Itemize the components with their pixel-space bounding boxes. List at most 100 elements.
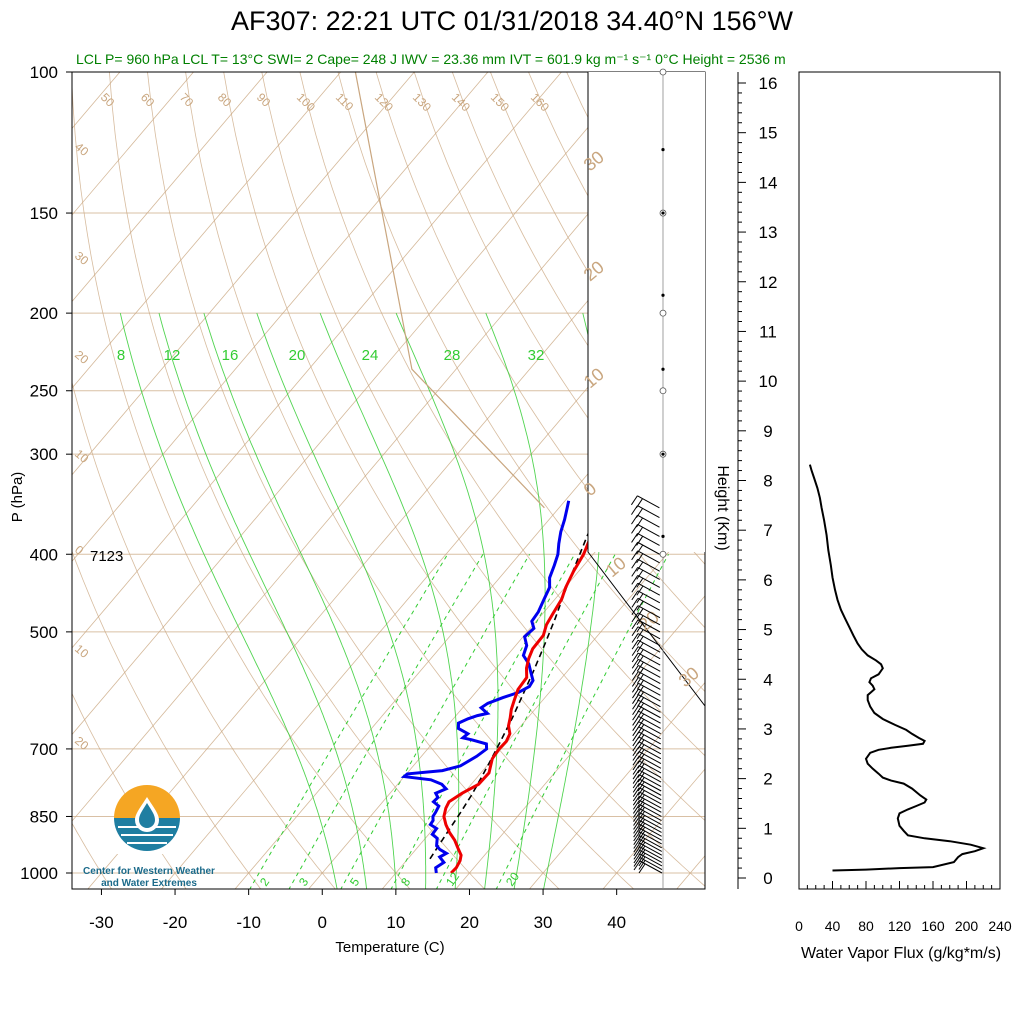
isotherm-line bbox=[72, 72, 489, 562]
dry-adiabat-label: 60 bbox=[138, 90, 158, 110]
wind-barb bbox=[632, 760, 662, 774]
temperature-tick-label: -20 bbox=[163, 913, 188, 932]
flux-tick-label: 0 bbox=[795, 918, 803, 934]
flux-tick-label: 200 bbox=[955, 918, 979, 934]
wind-barb bbox=[631, 582, 661, 596]
dry-adiabat-line bbox=[72, 380, 336, 889]
temperature-tick-label: 10 bbox=[386, 913, 405, 932]
calm-wind-marker bbox=[659, 309, 667, 317]
dry-adiabat-label: 80 bbox=[215, 90, 235, 110]
skew-t-profiles bbox=[400, 500, 609, 875]
flux-axis-label: Water Vapor Flux (g/kg*m/s) bbox=[801, 945, 1001, 962]
wind-dot-marker bbox=[661, 293, 665, 297]
isotherm-label-left: 10 bbox=[72, 447, 91, 467]
height-tick-label: 14 bbox=[759, 173, 778, 192]
wind-dot-marker bbox=[661, 211, 665, 215]
moist-adiabat-label: 16 bbox=[222, 347, 239, 364]
wind-barb bbox=[633, 820, 662, 833]
dewpoint-line bbox=[400, 500, 571, 874]
wind-barb bbox=[632, 731, 661, 745]
mixing-ratio-line bbox=[288, 554, 484, 889]
isotherm-line bbox=[750, 72, 1024, 890]
dry-adiabat-line bbox=[72, 692, 187, 889]
isotherm-line bbox=[455, 595, 705, 889]
wind-barb bbox=[633, 827, 662, 841]
moist-adiabat-line bbox=[256, 312, 427, 889]
wind-barb bbox=[631, 541, 660, 555]
height-tick-label: 5 bbox=[763, 621, 772, 640]
pressure-tick-label: 150 bbox=[30, 204, 58, 223]
dry-adiabat-label: 120 bbox=[372, 90, 396, 114]
height-tick-label: 11 bbox=[759, 322, 777, 341]
wind-barb bbox=[631, 597, 661, 611]
calm-wind-marker bbox=[659, 68, 667, 76]
wind-barb bbox=[632, 769, 662, 783]
flux-tick-label: 40 bbox=[825, 918, 841, 934]
pressure-tick-label: 850 bbox=[30, 807, 58, 826]
height-tick-label: 8 bbox=[763, 472, 772, 491]
wind-barb bbox=[632, 774, 662, 788]
moist-adiabat-label: 28 bbox=[444, 347, 461, 364]
flux-tick-label: 160 bbox=[921, 918, 945, 934]
wind-barb bbox=[632, 804, 662, 817]
dry-adiabat-line bbox=[147, 72, 560, 889]
pressure-tick-label: 1000 bbox=[20, 864, 58, 883]
water-vapor-flux-panel: 0 40 80 120 160 200 240 Water Vapor Flux (g/kg*… bbox=[795, 71, 1012, 962]
mixing-ratio-line bbox=[495, 554, 669, 889]
wind-barb bbox=[631, 671, 661, 684]
wind-barb bbox=[630, 495, 660, 509]
mixing-ratio-label: 12 bbox=[443, 869, 462, 888]
barb-mask bbox=[588, 72, 705, 552]
height-tick-label: 0 bbox=[763, 869, 772, 888]
wind-barb bbox=[631, 652, 661, 666]
height-tick-label: 10 bbox=[759, 372, 778, 391]
isotherm-line bbox=[72, 72, 562, 649]
dry-adiabat-line bbox=[185, 72, 635, 889]
wind-barb bbox=[632, 721, 661, 735]
wind-barb bbox=[632, 716, 661, 729]
wind-barb bbox=[632, 791, 662, 805]
dry-adiabat-line bbox=[72, 550, 262, 889]
wind-barb bbox=[632, 710, 661, 724]
moist-adiabat-line bbox=[158, 312, 368, 889]
dry-adiabat-line bbox=[375, 72, 705, 629]
dry-adiabat-line bbox=[413, 72, 705, 565]
wind-barb bbox=[631, 514, 660, 528]
wind-barb bbox=[631, 566, 660, 580]
page-title: AF307: 22:21 UTC 01/31/2018 34.40°N 156°… bbox=[231, 6, 793, 36]
mixing-ratio-line bbox=[435, 554, 616, 889]
moist-adiabat-label: 32 bbox=[528, 347, 545, 364]
calm-wind-marker bbox=[659, 550, 667, 558]
dry-adiabat-label: 50 bbox=[98, 90, 118, 110]
dry-adiabat-line bbox=[261, 72, 705, 822]
wind-barb bbox=[631, 639, 661, 653]
calm-wind-marker bbox=[659, 387, 667, 395]
temperature-tick-label: 40 bbox=[607, 913, 626, 932]
wind-barb bbox=[633, 812, 662, 825]
wind-barb bbox=[631, 633, 661, 646]
wind-barb bbox=[632, 787, 662, 801]
moist-adiabat-label: 24 bbox=[362, 347, 379, 364]
wind-dot-marker bbox=[661, 148, 665, 152]
flux-tick-label: 80 bbox=[858, 918, 874, 934]
wind-barb bbox=[633, 823, 662, 837]
moist-adiabat-line bbox=[319, 312, 460, 889]
height-tick-label: 4 bbox=[763, 670, 772, 689]
chart-subtitle: LCL P= 960 hPa LCL T= 13°C SWI= 2 Cape= … bbox=[76, 51, 786, 68]
standard-atmosphere-line bbox=[354, 72, 545, 509]
wind-barb bbox=[632, 736, 662, 750]
logo-line-1: Center for Western Weather bbox=[83, 866, 215, 877]
wind-barb bbox=[632, 778, 662, 792]
pressure-tick-label: 300 bbox=[30, 445, 58, 464]
wind-barb bbox=[632, 726, 661, 740]
pressure-tick-label: 400 bbox=[30, 545, 58, 564]
dry-adiabat-label: 90 bbox=[254, 90, 274, 110]
height-tick-label: 9 bbox=[763, 422, 772, 441]
wind-barb bbox=[632, 688, 661, 702]
dry-adiabat-label: 70 bbox=[177, 90, 197, 110]
wind-barb bbox=[631, 558, 660, 572]
wind-barb bbox=[632, 694, 661, 708]
dry-adiabat-line bbox=[757, 72, 1024, 890]
height-tick-label: 16 bbox=[759, 74, 778, 93]
moist-adiabat-line bbox=[485, 312, 546, 889]
